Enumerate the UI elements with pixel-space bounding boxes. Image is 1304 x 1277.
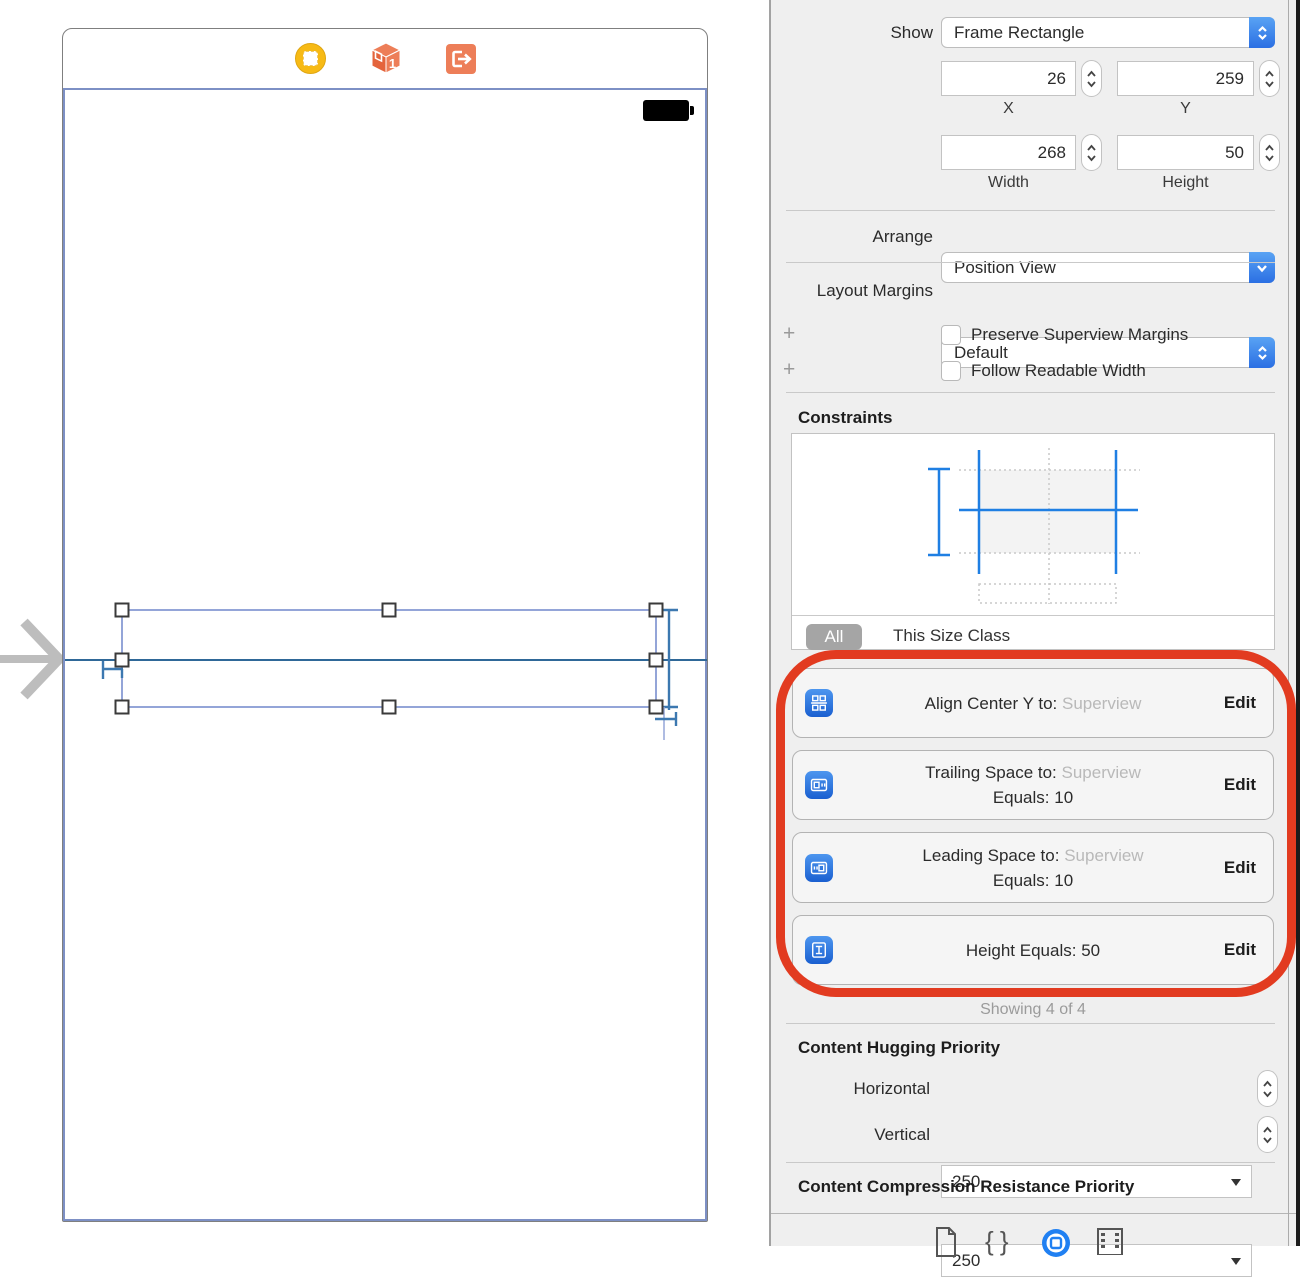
edit-button[interactable]: Edit [1223, 857, 1256, 877]
constraint-constant: 10 [1054, 788, 1074, 807]
layout-margins-label: Layout Margins [816, 281, 933, 300]
height-constraint-icon [805, 936, 833, 964]
show-popup-value: Frame Rectangle [954, 22, 1085, 42]
horizontal-label: Horizontal [853, 1079, 930, 1098]
constraint-row-trailing-space[interactable]: Trailing Space to: Superview Equals: 10 … [792, 750, 1274, 820]
vertical-label: Vertical [874, 1125, 930, 1144]
divider [786, 392, 1275, 393]
add-margin-button[interactable]: + [783, 322, 796, 345]
dropdown-arrow-icon [1231, 1258, 1241, 1265]
svg-text:1: 1 [388, 56, 395, 71]
vertical-priority-stepper[interactable] [1257, 1116, 1278, 1153]
exit-segue-icon[interactable] [445, 43, 476, 74]
show-label: Show [890, 23, 933, 42]
panel-divider [769, 0, 771, 1246]
horizontal-priority-value: 250 [952, 1171, 981, 1191]
segment-all[interactable]: All [806, 624, 862, 650]
constraint-label: Leading Space to: [922, 845, 1060, 865]
divider [786, 1162, 1275, 1163]
updown-chevron-icon [1249, 17, 1275, 48]
show-popup[interactable]: Frame Rectangle [941, 17, 1275, 48]
constraint-target: Superview [1061, 763, 1141, 782]
height-axis-label: Height [1162, 174, 1209, 191]
object-library-icon[interactable] [1040, 1227, 1072, 1259]
chevron-down-icon [1249, 252, 1275, 283]
constraint-label: Align Center Y to: [924, 693, 1058, 713]
height-stepper[interactable] [1259, 134, 1280, 171]
preserve-superview-margins-checkbox[interactable] [941, 325, 961, 345]
storyboard-entry-arrow [0, 618, 64, 700]
follow-readable-width-label: Follow Readable Width [971, 361, 1146, 380]
horizontal-priority-combo[interactable]: 250 [941, 1165, 1252, 1198]
follow-readable-width-checkbox[interactable] [941, 361, 961, 381]
view-controller-icon[interactable] [294, 43, 326, 74]
constraint-row-leading-space[interactable]: Leading Space to: Superview Equals: 10 E… [792, 832, 1274, 903]
edit-button[interactable]: Edit [1223, 693, 1256, 712]
showing-count: Showing 4 of 4 [980, 1001, 1086, 1018]
arrange-label: Arrange [872, 227, 933, 246]
segment-this-size-class[interactable]: This Size Class [893, 626, 1011, 645]
constraint-constant: 50 [1081, 940, 1101, 960]
arrange-popup[interactable]: Position View [941, 252, 1275, 283]
root-view[interactable] [63, 88, 707, 1221]
scene-dock: 1 [63, 29, 707, 88]
media-library-icon[interactable] [1096, 1227, 1124, 1255]
trailing-space-icon [805, 771, 833, 799]
x-value: 26 [1047, 68, 1066, 88]
file-template-library-icon[interactable] [934, 1227, 958, 1257]
selection-overlay [65, 602, 707, 740]
y-axis-label: Y [1180, 100, 1191, 117]
first-responder-icon[interactable]: 1 [370, 42, 402, 75]
leading-space-icon [805, 853, 833, 882]
layout-margins-popup[interactable]: Default [941, 337, 1275, 368]
constraint-relation: Equals: [992, 870, 1050, 890]
add-margin-button[interactable]: + [783, 358, 796, 381]
constraint-row-height[interactable]: Height Equals: 50 Edit [792, 915, 1274, 985]
window-edge-outer [1300, 0, 1304, 1246]
panel-right-edge [1288, 0, 1289, 1246]
x-field[interactable]: 26 [941, 61, 1076, 96]
preserve-superview-margins-label: Preserve Superview Margins [971, 325, 1189, 344]
y-value: 259 [1215, 68, 1244, 88]
y-field[interactable]: 259 [1117, 61, 1254, 96]
height-field[interactable]: 50 [1117, 135, 1254, 170]
width-field[interactable]: 268 [941, 135, 1076, 170]
window-edge [1296, 0, 1300, 1246]
x-stepper[interactable] [1081, 60, 1102, 97]
width-value: 268 [1037, 142, 1066, 162]
divider [786, 210, 1275, 211]
code-snippet-library-icon[interactable]: { } [985, 1226, 1011, 1256]
constraints-diagram [928, 448, 1140, 604]
updown-chevron-icon [1249, 337, 1275, 368]
constraint-target: Superview [1064, 845, 1144, 865]
width-stepper[interactable] [1081, 134, 1102, 171]
divider [786, 262, 1275, 263]
constraint-constant: 10 [1054, 870, 1074, 890]
constraint-row-align-center-y[interactable]: Align Center Y to: Superview Edit [792, 668, 1274, 738]
constraints-preview-box: All This Size Class [791, 433, 1275, 650]
layout-margins-popup-value: Default [954, 342, 1008, 362]
compression-resistance-title: Content Compression Resistance Priority [798, 1177, 1135, 1196]
dropdown-arrow-icon [1231, 1179, 1241, 1186]
constraint-relation: Equals: [992, 788, 1050, 807]
view-controller-card: 1 [62, 28, 708, 1222]
constraint-target: Superview [1061, 693, 1142, 713]
constraint-label: Height Equals: [965, 940, 1077, 960]
x-axis-label: X [1003, 100, 1014, 117]
edit-button[interactable]: Edit [1223, 775, 1256, 794]
horizontal-priority-stepper[interactable] [1257, 1070, 1278, 1107]
selected-view[interactable] [122, 610, 656, 707]
content-hugging-title: Content Hugging Priority [798, 1038, 1001, 1057]
height-value: 50 [1225, 142, 1244, 162]
divider [771, 1213, 1304, 1214]
align-center-y-icon [805, 689, 833, 717]
divider [786, 1023, 1275, 1024]
arrange-popup-value: Position View [954, 257, 1056, 277]
battery-icon [643, 100, 694, 121]
constraint-label: Trailing Space to: [925, 763, 1057, 782]
y-stepper[interactable] [1259, 60, 1280, 97]
edit-button[interactable]: Edit [1223, 940, 1256, 959]
width-axis-label: Width [988, 174, 1029, 191]
constraints-title: Constraints [798, 408, 893, 427]
